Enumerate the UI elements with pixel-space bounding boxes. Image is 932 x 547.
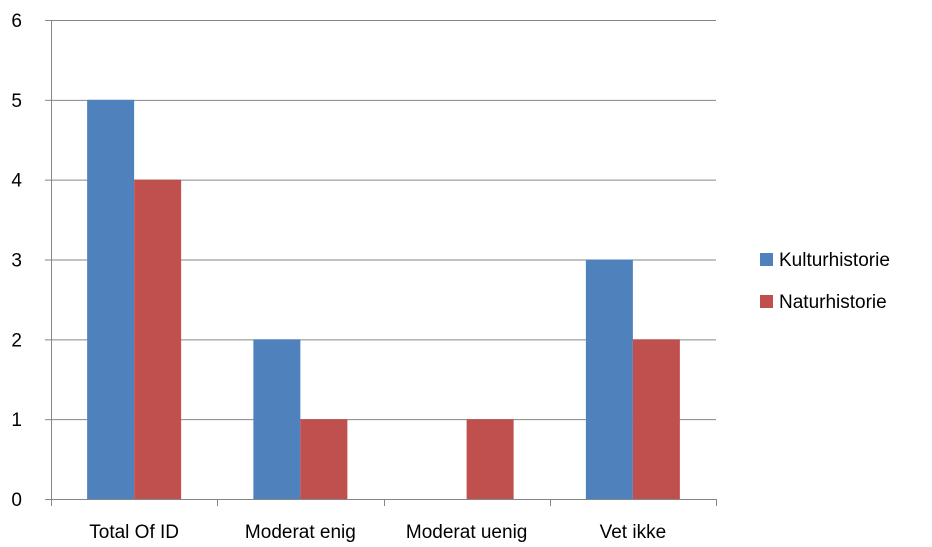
bars (87, 99, 680, 499)
x-tick-label: Moderat uenig (406, 522, 527, 543)
bar-naturhistorie-3 (466, 419, 514, 499)
bar-kulturhistorie-4 (585, 259, 633, 499)
x-tick-label: Moderat enig (245, 522, 356, 543)
y-tick-label: 0 (11, 490, 22, 511)
bar-kulturhistorie-2 (253, 339, 301, 499)
legend-swatch (760, 295, 773, 308)
legend-label: Naturhistorie (779, 292, 887, 313)
legend: Kulturhistorie Naturhistorie (760, 250, 890, 313)
bar-kulturhistorie-1 (87, 99, 135, 499)
legend-swatch (760, 253, 773, 266)
bar-naturhistorie-2 (300, 419, 348, 499)
y-tick-label: 2 (11, 330, 22, 351)
legend-item-naturhistorie: Naturhistorie (760, 292, 887, 313)
y-axis-tick-labels: 0 1 2 3 4 5 6 (11, 11, 22, 511)
x-axis-tick-labels: Total Of ID Moderat enig Moderat uenig Vet … (89, 522, 666, 543)
y-tick-label: 1 (11, 410, 22, 431)
y-tick-label: 5 (11, 91, 22, 112)
y-tick-label: 3 (11, 251, 22, 272)
bar-naturhistorie-1 (134, 179, 182, 499)
legend-item-kulturhistorie: Kulturhistorie (760, 250, 890, 271)
axes (45, 20, 717, 506)
y-tick-label: 6 (11, 11, 22, 32)
y-tick-label: 4 (11, 171, 22, 192)
legend-label: Kulturhistorie (779, 250, 890, 271)
x-tick-label: Total Of ID (89, 522, 179, 543)
bar-naturhistorie-4 (632, 339, 680, 499)
x-tick-label: Vet ikke (600, 522, 667, 543)
